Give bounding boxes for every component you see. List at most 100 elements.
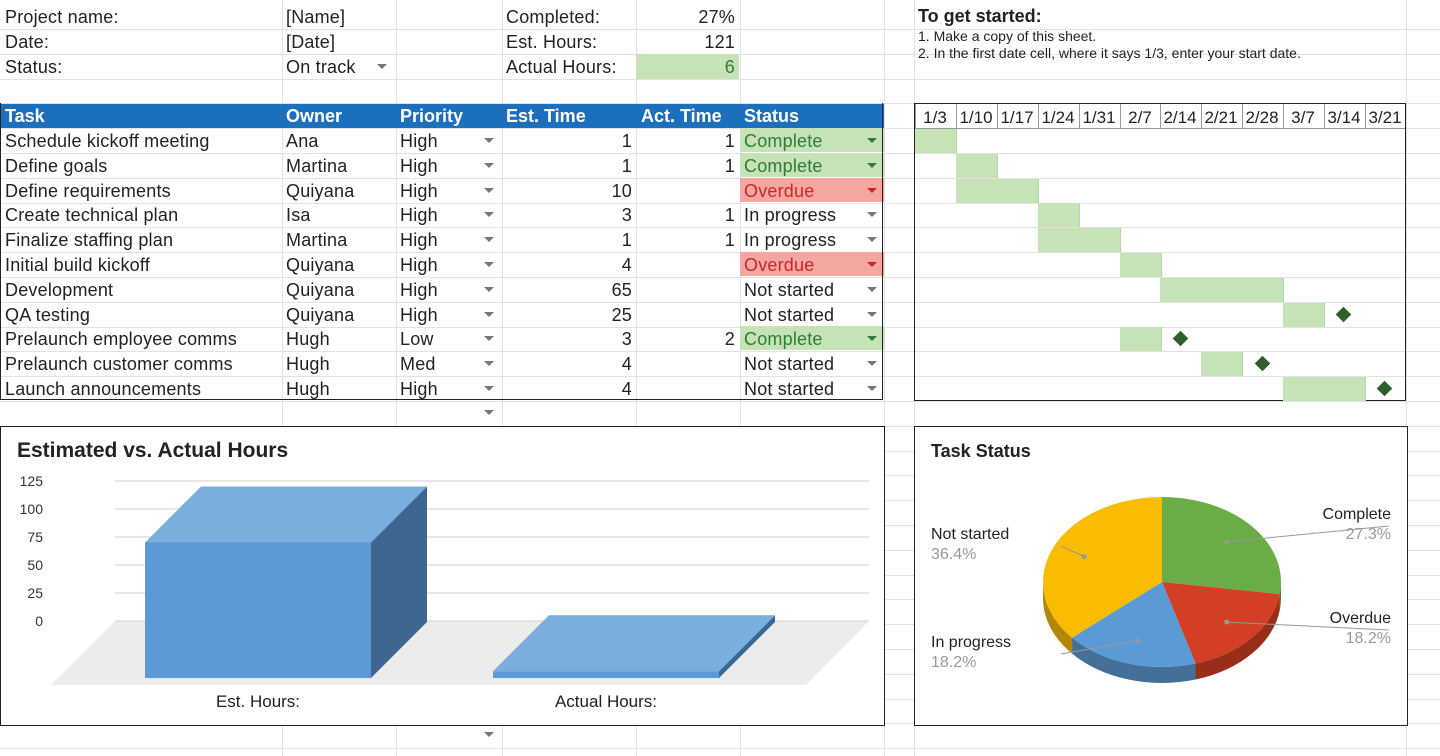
chevron-down-icon[interactable] xyxy=(484,386,494,391)
task-name[interactable]: Launch announcements xyxy=(5,379,202,399)
task-owner[interactable]: Hugh xyxy=(286,379,330,399)
task-act-time[interactable]: 1 xyxy=(724,205,735,225)
task-status-badge[interactable]: Overdue xyxy=(744,255,815,275)
gantt-bar[interactable] xyxy=(1038,203,1080,227)
hours-chart[interactable]: Estimated vs. Actual Hours 125 100 75 50 25 0… xyxy=(0,426,885,726)
chevron-down-icon[interactable] xyxy=(867,212,877,217)
date-value[interactable]: [Date] xyxy=(286,32,336,52)
chevron-down-icon[interactable] xyxy=(484,138,494,143)
task-priority[interactable]: High xyxy=(400,379,438,399)
task-name[interactable]: Define requirements xyxy=(5,181,171,201)
task-est-time[interactable]: 3 xyxy=(621,329,632,349)
task-priority[interactable]: High xyxy=(400,230,438,250)
task-name[interactable]: Finalize staffing plan xyxy=(5,230,174,250)
chevron-down-icon[interactable] xyxy=(867,361,877,366)
task-status-badge[interactable]: In progress xyxy=(744,230,837,250)
chevron-down-icon[interactable] xyxy=(484,262,494,267)
task-owner[interactable]: Hugh xyxy=(286,354,330,374)
gantt-bar[interactable] xyxy=(1283,377,1366,401)
task-status-badge[interactable]: Not started xyxy=(744,379,835,399)
task-est-time[interactable]: 1 xyxy=(621,131,632,151)
task-status-badge[interactable]: Overdue xyxy=(744,181,815,201)
task-name[interactable]: QA testing xyxy=(5,305,91,325)
task-priority[interactable]: High xyxy=(400,305,438,325)
task-est-time[interactable]: 1 xyxy=(621,156,632,176)
project-name-value[interactable]: [Name] xyxy=(286,7,346,27)
task-est-time[interactable]: 4 xyxy=(621,354,632,374)
task-status-badge[interactable]: Not started xyxy=(744,354,835,374)
task-est-time[interactable]: 3 xyxy=(621,205,632,225)
task-est-time[interactable]: 4 xyxy=(621,255,632,275)
chevron-down-icon[interactable] xyxy=(377,64,387,69)
task-priority[interactable]: Low xyxy=(400,329,434,349)
chevron-down-icon[interactable] xyxy=(867,336,877,341)
chevron-down-icon[interactable] xyxy=(867,188,877,193)
task-owner[interactable]: Martina xyxy=(286,156,348,176)
task-status-badge[interactable]: Complete xyxy=(744,131,823,151)
task-priority[interactable]: High xyxy=(400,255,438,275)
task-owner[interactable]: Ana xyxy=(286,131,319,151)
task-est-time[interactable]: 25 xyxy=(611,305,632,325)
task-name[interactable]: Prelaunch customer comms xyxy=(5,354,233,374)
chevron-down-icon[interactable] xyxy=(484,312,494,317)
chevron-down-icon[interactable] xyxy=(867,237,877,242)
task-priority[interactable]: High xyxy=(400,205,438,225)
task-status-badge[interactable]: Not started xyxy=(744,280,835,300)
chevron-down-icon[interactable] xyxy=(484,237,494,242)
task-name[interactable]: Create technical plan xyxy=(5,205,179,225)
task-est-time[interactable]: 10 xyxy=(611,181,632,201)
task-owner[interactable]: Hugh xyxy=(286,329,330,349)
chevron-down-icon[interactable] xyxy=(484,212,494,217)
chevron-down-icon[interactable] xyxy=(484,287,494,292)
task-act-time[interactable]: 2 xyxy=(724,329,735,349)
task-status-badge[interactable]: In progress xyxy=(744,205,837,225)
task-est-time[interactable]: 1 xyxy=(621,230,632,250)
task-status-badge[interactable]: Complete xyxy=(744,329,823,349)
gantt-bar[interactable] xyxy=(1160,278,1284,302)
task-name[interactable]: Define goals xyxy=(5,156,108,176)
task-priority[interactable]: High xyxy=(400,131,438,151)
task-status-chart[interactable]: Task Status Complete 27.3% Overdue 18.2% In … xyxy=(914,426,1408,726)
task-owner[interactable]: Martina xyxy=(286,230,348,250)
task-name[interactable]: Prelaunch employee comms xyxy=(5,329,237,349)
chevron-down-icon[interactable] xyxy=(867,386,877,391)
chevron-down-icon[interactable] xyxy=(867,312,877,317)
chevron-down-icon[interactable] xyxy=(484,336,494,341)
task-status-badge[interactable]: Complete xyxy=(744,156,823,176)
chevron-down-icon[interactable] xyxy=(867,287,877,292)
task-act-time[interactable]: 1 xyxy=(724,156,735,176)
task-name[interactable]: Development xyxy=(5,280,114,300)
task-act-time[interactable]: 1 xyxy=(724,230,735,250)
task-status-badge[interactable]: Not started xyxy=(744,305,835,325)
task-est-time[interactable]: 4 xyxy=(621,379,632,399)
gantt-bar[interactable] xyxy=(1201,352,1243,376)
task-owner[interactable]: Quiyana xyxy=(286,280,355,300)
gantt-bar[interactable] xyxy=(1038,228,1121,252)
task-name[interactable]: Schedule kickoff meeting xyxy=(5,131,210,151)
task-owner[interactable]: Quiyana xyxy=(286,255,355,275)
chevron-down-icon[interactable] xyxy=(867,138,877,143)
chevron-down-icon[interactable] xyxy=(484,410,494,415)
gantt-bar[interactable] xyxy=(1283,303,1325,327)
gantt-bar[interactable] xyxy=(1120,327,1162,351)
task-owner[interactable]: Quiyana xyxy=(286,181,355,201)
task-owner[interactable]: Quiyana xyxy=(286,305,355,325)
project-status-value[interactable]: On track xyxy=(286,57,356,77)
chevron-down-icon[interactable] xyxy=(484,188,494,193)
task-est-time[interactable]: 65 xyxy=(611,280,632,300)
task-act-time[interactable]: 1 xyxy=(724,131,735,151)
task-name[interactable]: Initial build kickoff xyxy=(5,255,150,275)
task-owner[interactable]: Isa xyxy=(286,205,311,225)
chevron-down-icon[interactable] xyxy=(484,163,494,168)
task-priority[interactable]: High xyxy=(400,280,438,300)
chevron-down-icon[interactable] xyxy=(867,262,877,267)
task-priority[interactable]: High xyxy=(400,156,438,176)
gantt-bar[interactable] xyxy=(1120,253,1162,277)
chevron-down-icon[interactable] xyxy=(484,732,494,737)
chevron-down-icon[interactable] xyxy=(867,163,877,168)
gantt-bar[interactable] xyxy=(915,129,957,153)
gantt-bar[interactable] xyxy=(956,179,1039,203)
task-priority[interactable]: High xyxy=(400,181,438,201)
task-priority[interactable]: Med xyxy=(400,354,436,374)
chevron-down-icon[interactable] xyxy=(484,361,494,366)
